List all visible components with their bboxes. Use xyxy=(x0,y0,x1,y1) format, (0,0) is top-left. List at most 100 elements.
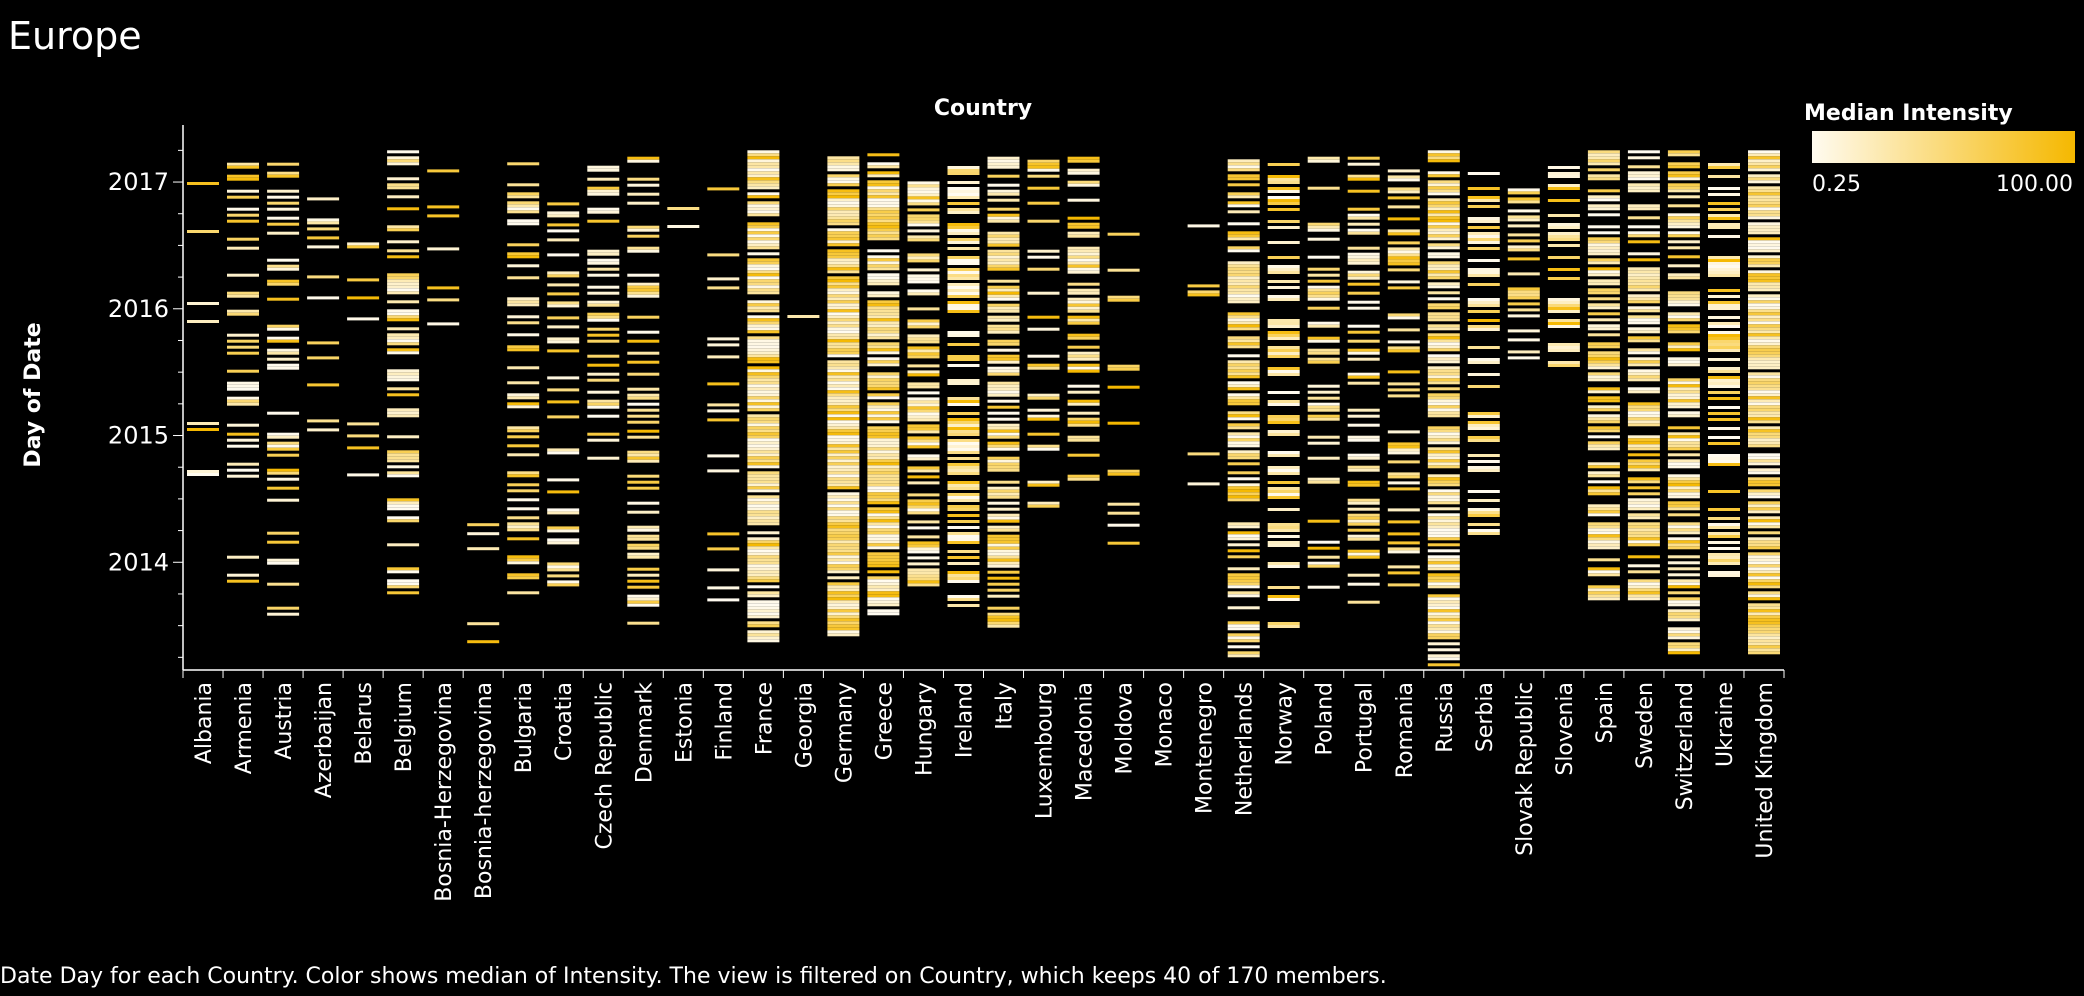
heatmap-cell xyxy=(1627,207,1660,211)
heatmap-cell xyxy=(867,372,900,376)
heatmap-cell xyxy=(827,423,860,427)
heatmap-cell xyxy=(827,603,860,607)
heatmap-cell xyxy=(1067,453,1100,457)
heatmap-cell xyxy=(747,357,780,361)
heatmap-cell xyxy=(827,348,860,352)
heatmap-cell xyxy=(1307,288,1340,292)
heatmap-cell xyxy=(987,264,1020,268)
heatmap-cell xyxy=(867,576,900,580)
heatmap-cell xyxy=(827,291,860,295)
heatmap-cell xyxy=(1587,480,1620,484)
heatmap-cell xyxy=(1267,268,1300,271)
heatmap-cell xyxy=(1667,276,1700,280)
heatmap-cell xyxy=(507,522,540,526)
heatmap-cell xyxy=(747,180,780,184)
heatmap-cell xyxy=(507,303,540,307)
heatmap-cell xyxy=(987,366,1020,370)
heatmap-cell xyxy=(827,354,860,358)
heatmap-cell xyxy=(1627,444,1660,448)
heatmap-column xyxy=(1067,156,1100,481)
heatmap-cell xyxy=(1427,474,1460,478)
heatmap-cell xyxy=(547,214,580,218)
heatmap-cell xyxy=(1667,189,1700,193)
heatmap-cell xyxy=(827,420,860,424)
heatmap-cell xyxy=(827,381,860,385)
heatmap-cell xyxy=(867,429,900,433)
heatmap-cell xyxy=(1427,204,1460,208)
heatmap-cell xyxy=(747,450,780,454)
heatmap-cell xyxy=(867,273,900,277)
heatmap-cell xyxy=(827,183,860,187)
heatmap-cell xyxy=(587,258,620,262)
heatmap-cell xyxy=(1467,226,1500,229)
heatmap-cell xyxy=(867,609,900,613)
heatmap-cell xyxy=(707,409,740,413)
heatmap-cell xyxy=(827,549,860,553)
heatmap-cell xyxy=(827,465,860,469)
heatmap-cell xyxy=(1627,306,1660,310)
heatmap-cell xyxy=(1708,334,1740,337)
heatmap-cell xyxy=(1347,534,1380,538)
heatmap-cell xyxy=(1748,396,1780,400)
heatmap-cell xyxy=(827,615,860,619)
heatmap-cell xyxy=(1667,600,1700,604)
heatmap-cell xyxy=(947,208,980,211)
heatmap-cell xyxy=(1667,501,1700,505)
heatmap-cell xyxy=(507,222,540,226)
heatmap-cell xyxy=(1748,489,1780,493)
heatmap-cell xyxy=(827,486,860,490)
heatmap-cell xyxy=(1507,257,1540,261)
heatmap-cell xyxy=(1027,201,1060,205)
heatmap-cell xyxy=(867,378,900,382)
heatmap-cell xyxy=(1748,285,1780,289)
heatmap-cell xyxy=(1187,284,1220,288)
heatmap-cell xyxy=(867,558,900,562)
heatmap-cell xyxy=(587,399,620,403)
heatmap-cell xyxy=(1347,498,1380,502)
heatmap-cell xyxy=(907,418,940,422)
heatmap-cell xyxy=(747,495,780,499)
heatmap-cell xyxy=(947,448,980,451)
heatmap-cell xyxy=(827,435,860,439)
heatmap-cell xyxy=(947,508,980,511)
heatmap-cell xyxy=(827,411,860,415)
heatmap-cell xyxy=(907,280,940,284)
heatmap-cell xyxy=(1387,448,1420,452)
heatmap-cell xyxy=(1748,519,1780,523)
heatmap-cell xyxy=(387,255,420,259)
heatmap-cell xyxy=(1067,300,1100,304)
heatmap-cell xyxy=(747,621,780,625)
heatmap-cell xyxy=(747,630,780,634)
heatmap-cell xyxy=(1427,372,1460,376)
heatmap-cell xyxy=(1467,529,1500,532)
heatmap-cell xyxy=(827,261,860,265)
heatmap-cell xyxy=(747,639,780,643)
heatmap-cell xyxy=(1708,337,1740,340)
heatmap-cell xyxy=(1748,363,1780,367)
heatmap-cell xyxy=(1467,268,1500,271)
heatmap-cell xyxy=(867,201,900,205)
heatmap-cell xyxy=(1467,310,1500,313)
heatmap-cell xyxy=(1667,204,1700,208)
heatmap-cell xyxy=(987,426,1020,430)
legend-max-label: 100.00 xyxy=(1996,172,2073,197)
heatmap-cell xyxy=(507,207,540,211)
heatmap-cell xyxy=(1427,333,1460,337)
heatmap-cell xyxy=(387,351,420,355)
heatmap-cell xyxy=(1227,279,1260,283)
heatmap-cell xyxy=(1067,438,1100,442)
heatmap-cell xyxy=(387,327,420,331)
heatmap-cell xyxy=(1708,463,1740,466)
heatmap-cell xyxy=(1427,477,1460,481)
heatmap-cell xyxy=(1347,228,1380,232)
heatmap-cell xyxy=(227,189,259,193)
heatmap-cell xyxy=(1667,378,1700,382)
heatmap-cell xyxy=(867,345,900,349)
heatmap-cell xyxy=(1667,342,1700,346)
heatmap-cell xyxy=(627,315,660,319)
x-tick-label: Belarus xyxy=(352,682,377,765)
heatmap-cell xyxy=(1587,324,1620,328)
heatmap-cell xyxy=(1587,162,1620,166)
heatmap-cell xyxy=(1667,165,1700,169)
heatmap-cell xyxy=(947,202,980,205)
